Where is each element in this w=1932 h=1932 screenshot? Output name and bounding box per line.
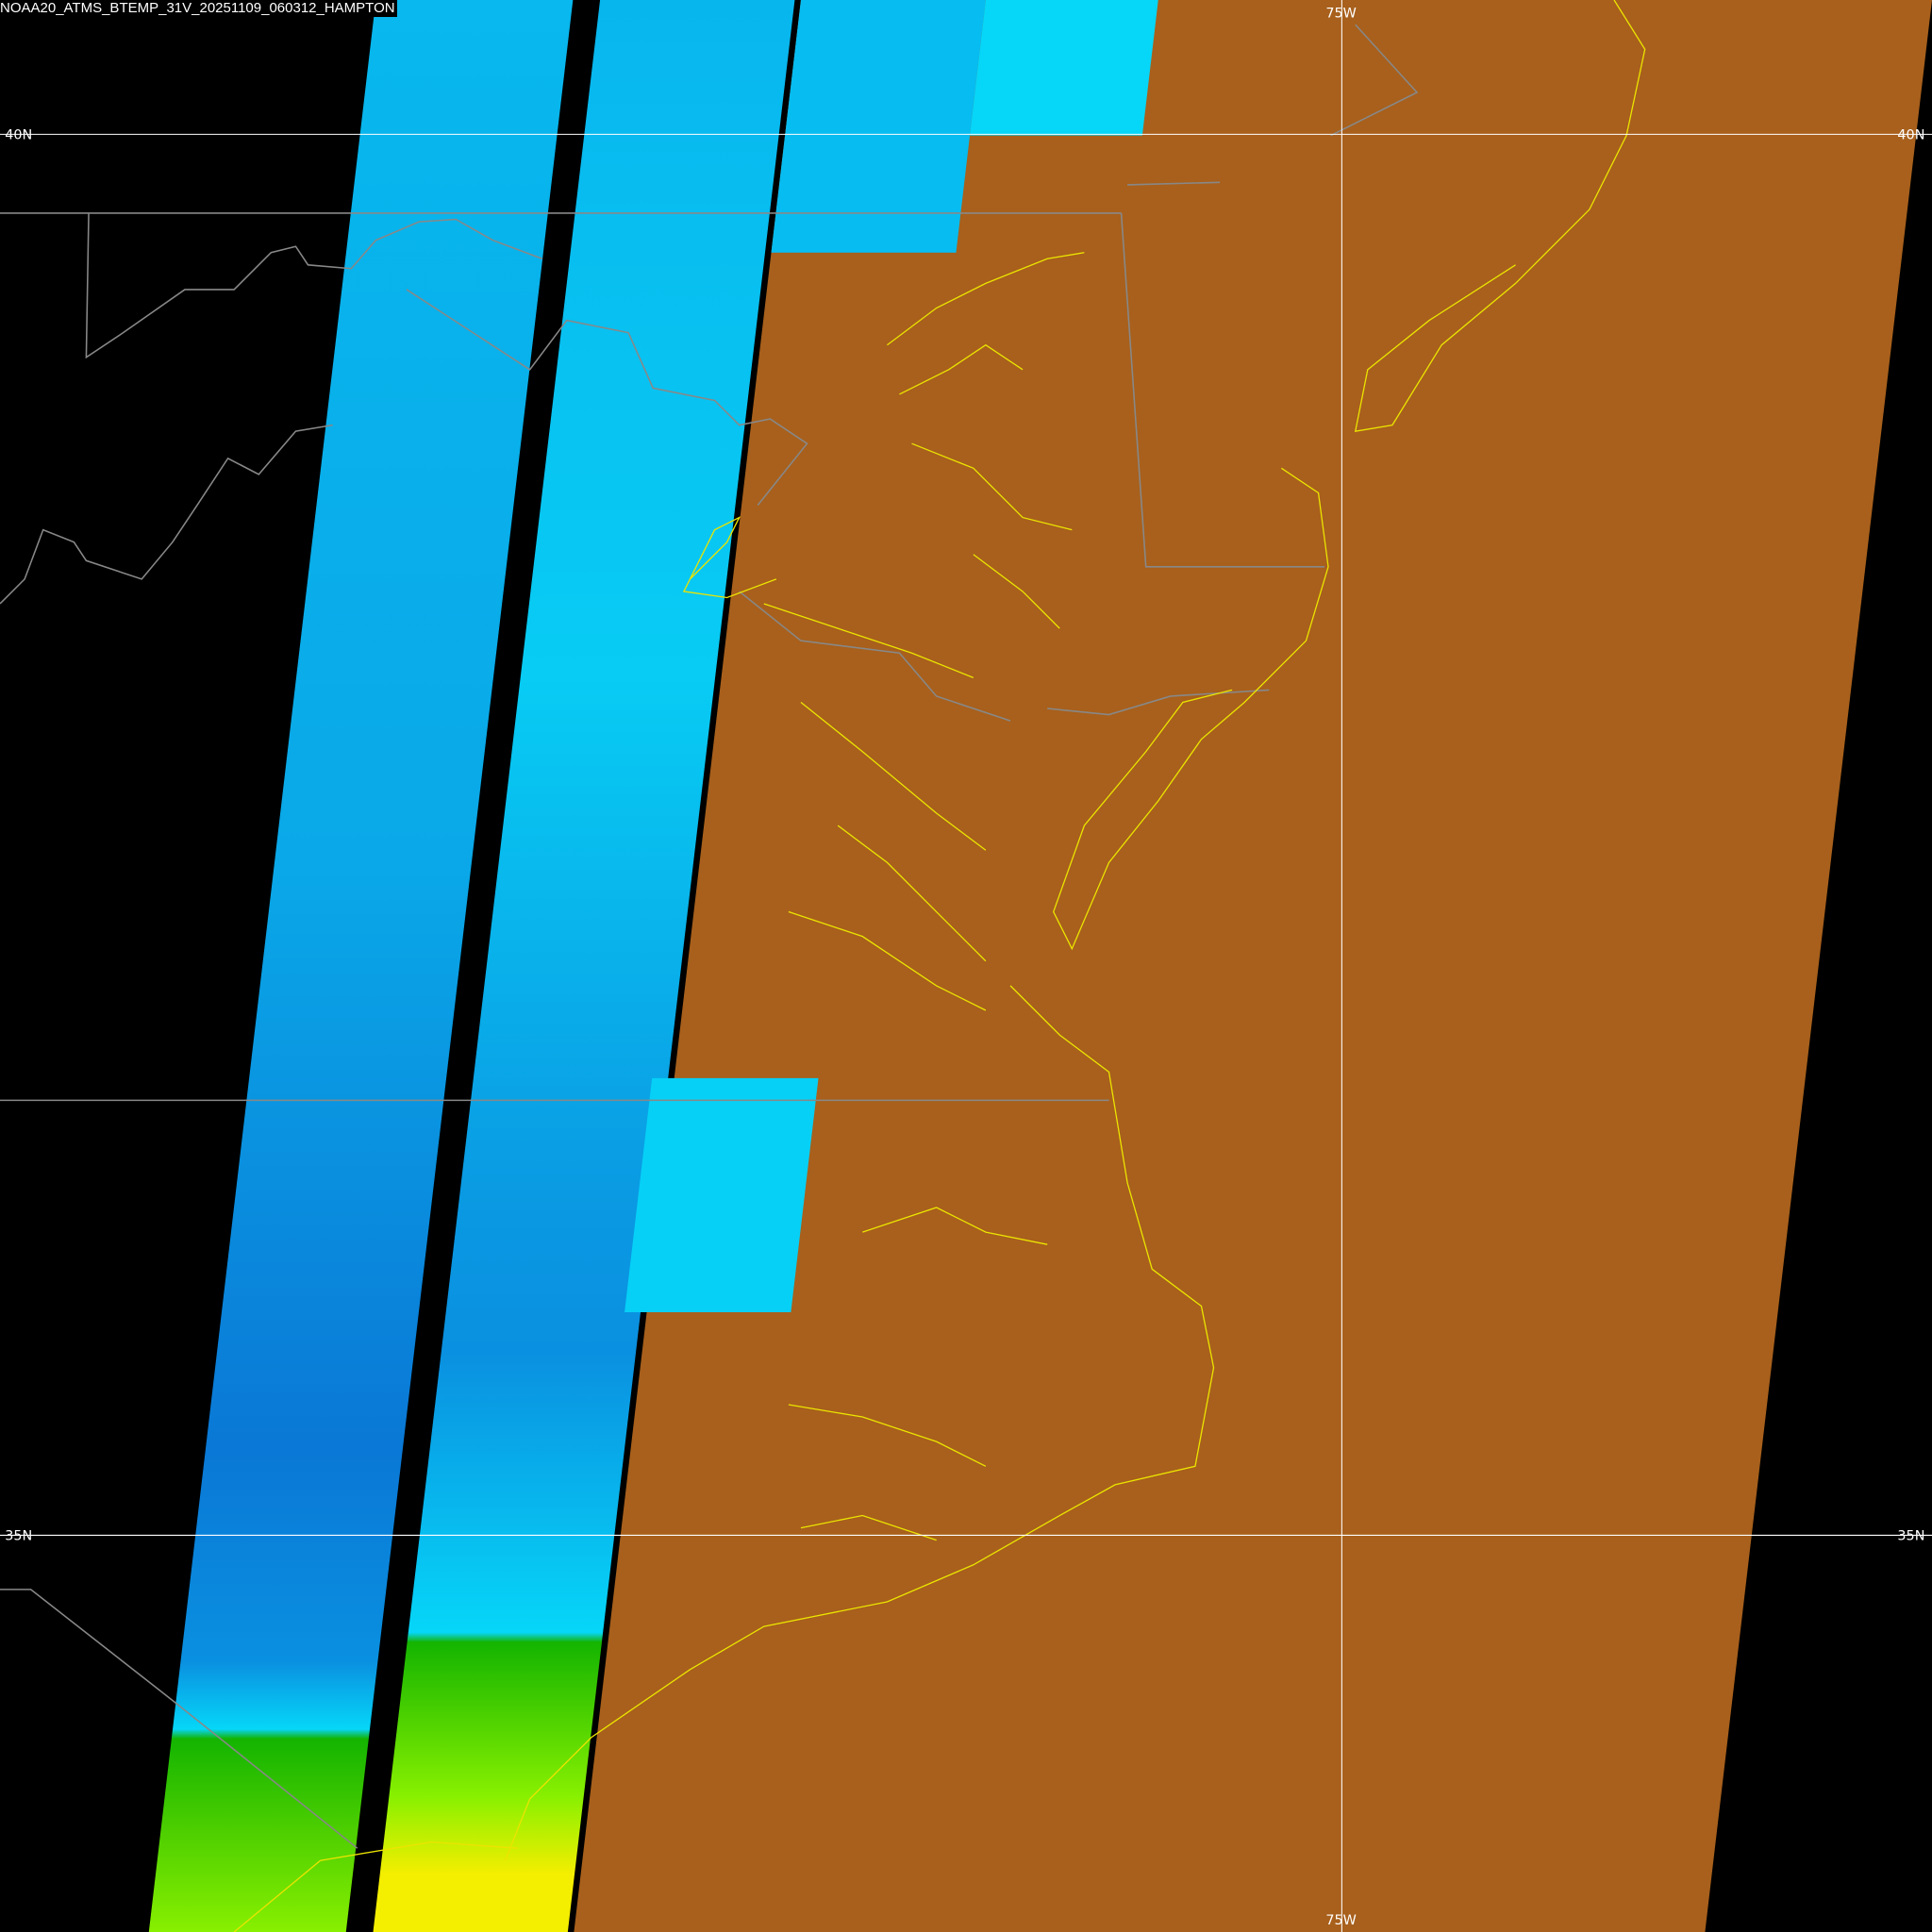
lat-label-35n-left: 35N [5,1529,32,1544]
swath-layer [148,0,1932,1932]
lat-label-40n-left: 40N [5,128,32,143]
scan-swath-1 [148,0,574,1932]
lon-label-75w-bottom: 75W [1325,1913,1356,1928]
scan-block [771,0,986,253]
lat-label-40n-right: 40N [1897,128,1924,143]
state-borders [0,24,1419,1849]
lon-label-75w-top: 75W [1325,6,1356,21]
scan-block [771,0,986,253]
scan-swath-3 [574,0,1932,1932]
scan-swath-2 [373,0,795,1932]
scan-block [970,0,1158,136]
scan-block [625,1077,819,1313]
lat-label-35n-right: 35N [1897,1529,1924,1544]
coastline [233,0,1646,1932]
image-title: NOAA20_ATMS_BTEMP_31V_20251109_060312_HA… [0,0,397,17]
